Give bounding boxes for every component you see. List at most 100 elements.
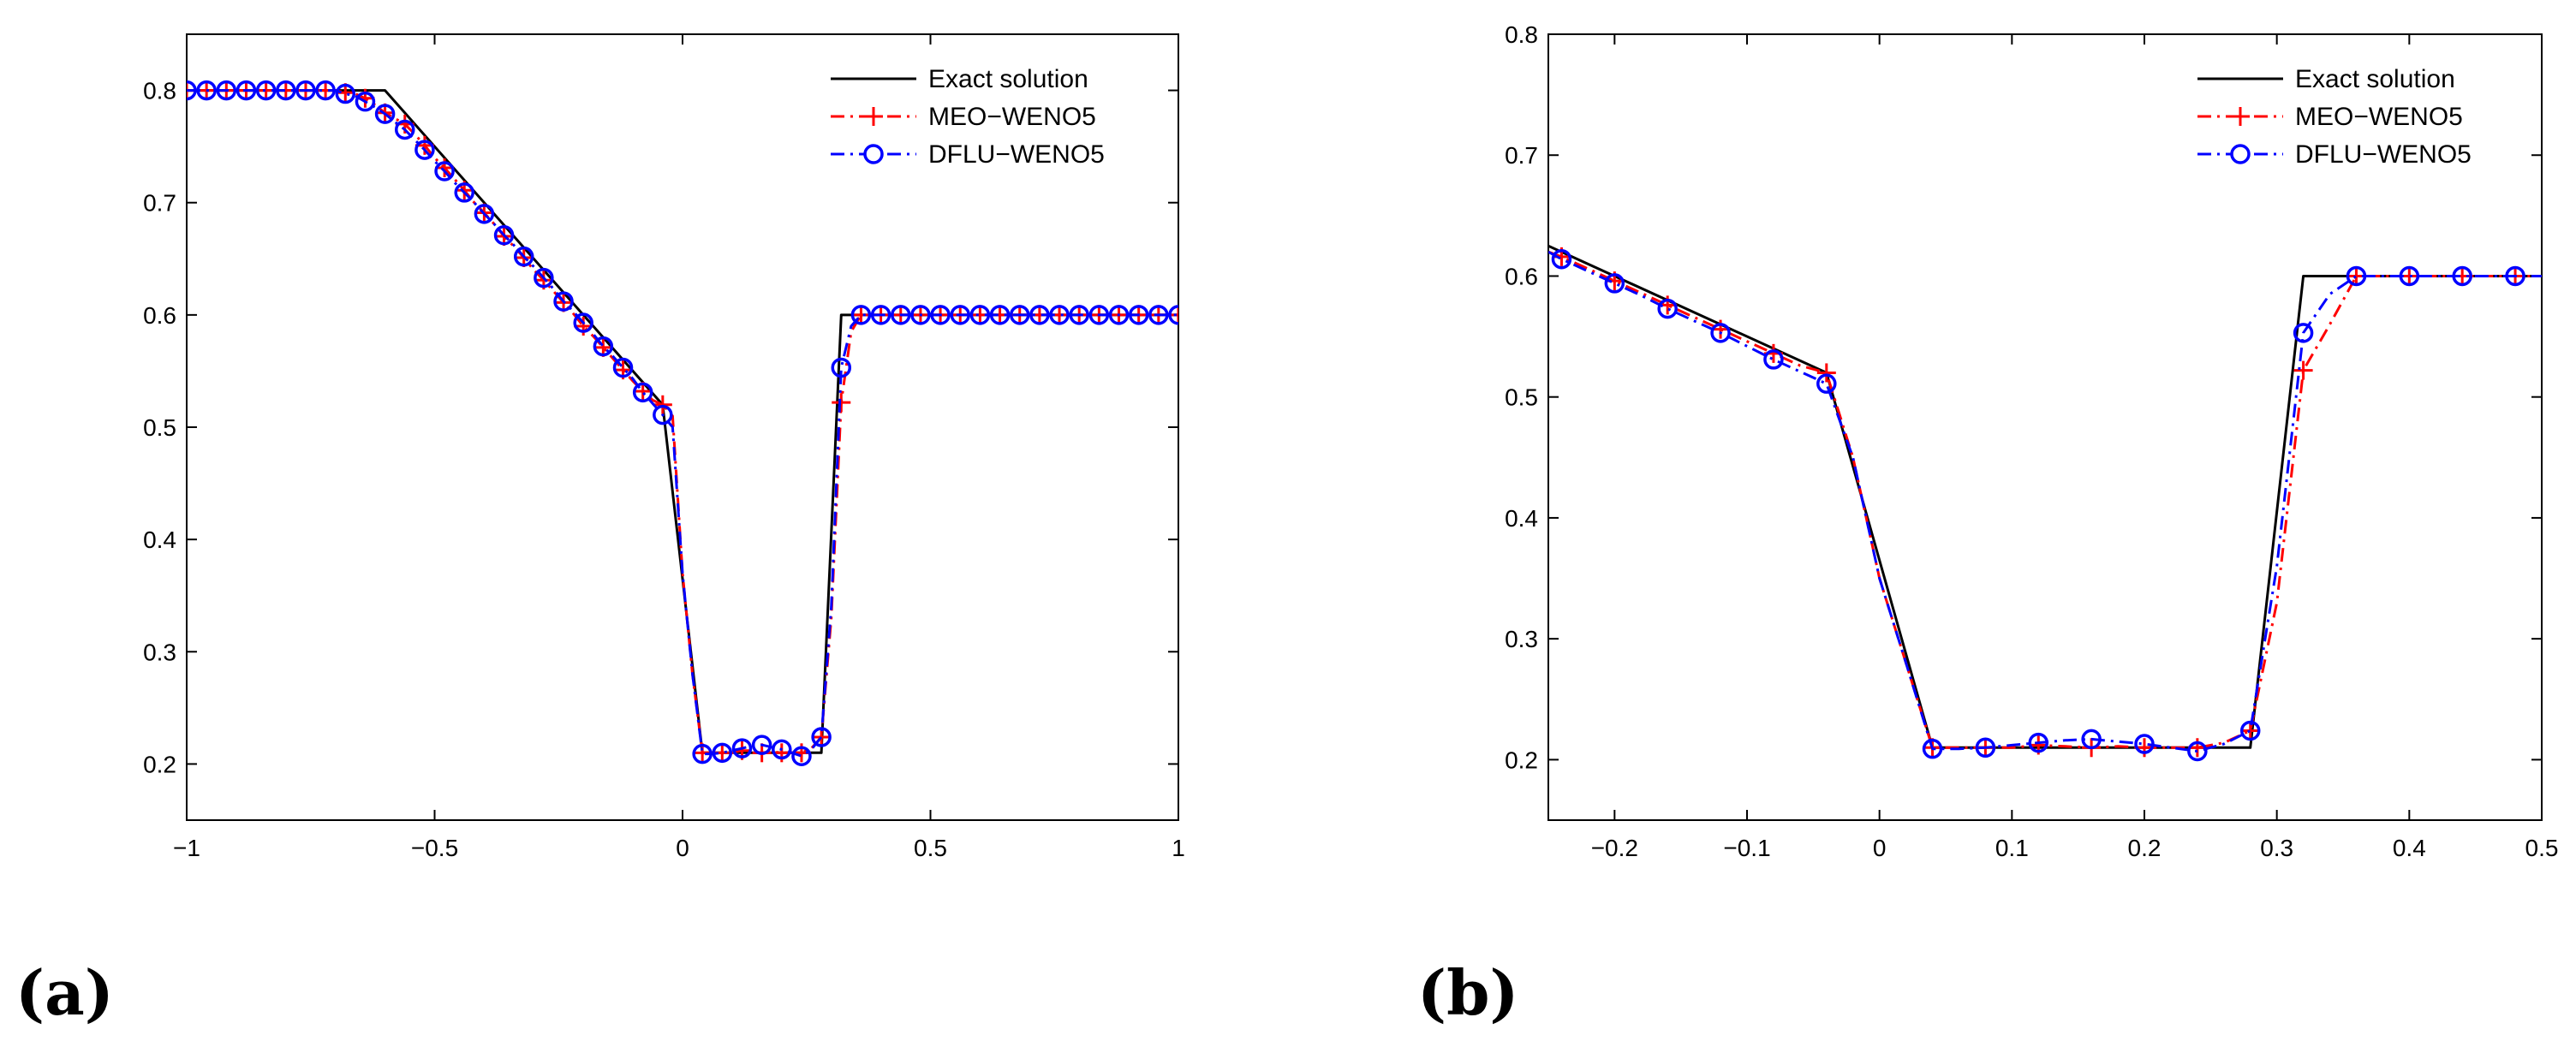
data-point-meo-weno5: [653, 395, 672, 414]
series-line-meo-weno5: [187, 89, 1178, 754]
data-point-meo-weno5: [832, 393, 851, 413]
x-tick-label: −0.5: [411, 835, 458, 861]
x-tick-label: 0: [676, 835, 689, 861]
data-point-dflu-weno5: [2187, 741, 2208, 762]
data-point-dflu-weno5: [276, 80, 296, 101]
data-point-dflu-weno5: [474, 204, 495, 224]
data-point-dflu-weno5: [2399, 265, 2420, 287]
data-point-dflu-weno5: [1168, 305, 1178, 325]
x-tick-label: −1: [173, 835, 200, 861]
data-point-dflu-weno5: [315, 80, 336, 101]
data-point-dflu-weno5: [1551, 248, 1572, 270]
data-point-meo-weno5: [2293, 360, 2313, 380]
data-point-dflu-weno5: [187, 80, 197, 101]
x-tick-label: 0.5: [2525, 835, 2559, 861]
data-point-meo-weno5: [1816, 363, 1836, 383]
x-tick-label: 1: [1172, 835, 1185, 861]
data-point-dflu-weno5: [1049, 305, 1070, 325]
data-point-dflu-weno5: [513, 246, 534, 267]
data-point-dflu-weno5: [2346, 265, 2367, 287]
data-point-dflu-weno5: [930, 305, 951, 325]
y-tick-label: 0.8: [143, 78, 176, 104]
data-point-dflu-weno5: [1657, 298, 1678, 319]
data-point-dflu-weno5: [969, 305, 991, 325]
legend-marker-circle: [863, 144, 884, 164]
data-point-dflu-weno5: [2239, 720, 2261, 741]
data-point-dflu-weno5: [2505, 265, 2525, 287]
chart-panel-b: −0.2 −0.1 0 0.1 0.2 0.3 0.4 0.5 0.2 0.3 0.4 0.5 0.6 0…: [1417, 21, 2558, 1029]
x-tick-label: 0.2: [2128, 835, 2162, 861]
data-point-dflu-weno5: [891, 305, 911, 325]
legend-label: Exact solution: [2295, 65, 2455, 93]
data-point-dflu-weno5: [255, 80, 277, 101]
y-tick-label: 0.6: [143, 302, 176, 329]
legend: Exact solution MEO−WENO5 DFLU−WENO5: [2197, 65, 2472, 169]
data-point-dflu-weno5: [434, 161, 455, 181]
y-tick-label: 0.2: [1505, 747, 1538, 773]
y-tick-label: 0.4: [143, 526, 176, 553]
data-point-dflu-weno5: [414, 140, 435, 160]
data-point-dflu-weno5: [454, 182, 474, 203]
data-point-dflu-weno5: [692, 743, 713, 764]
data-point-dflu-weno5: [196, 80, 217, 101]
data-point-dflu-weno5: [831, 357, 852, 378]
legend-label: MEO−WENO5: [928, 103, 1096, 131]
data-point-dflu-weno5: [1009, 305, 1030, 325]
panel-label: (b): [1417, 956, 1518, 1029]
data-point-dflu-weno5: [355, 91, 376, 112]
y-tick-label: 0.6: [1505, 263, 1538, 289]
legend-label: MEO−WENO5: [2295, 103, 2463, 131]
data-point-dflu-weno5: [1088, 305, 1110, 325]
data-point-dflu-weno5: [2081, 729, 2102, 750]
y-tick-label: 0.8: [1505, 21, 1538, 48]
data-point-dflu-weno5: [632, 382, 653, 403]
data-point-dflu-weno5: [751, 735, 772, 755]
x-tick-label: 0.1: [1995, 835, 2029, 861]
series-line-exact: [1548, 244, 2542, 749]
data-point-dflu-weno5: [653, 404, 673, 425]
series-line-dflu-weno5: [1548, 250, 2542, 753]
data-point-dflu-weno5: [395, 119, 415, 140]
data-point-dflu-weno5: [1710, 323, 1731, 343]
data-point-dflu-weno5: [216, 80, 237, 101]
y-tick-label: 0.3: [143, 639, 176, 665]
data-point-dflu-weno5: [493, 224, 515, 246]
data-point-dflu-weno5: [712, 742, 733, 764]
data-point-dflu-weno5: [335, 83, 356, 104]
data-point-dflu-weno5: [593, 336, 614, 357]
data-point-dflu-weno5: [910, 305, 931, 325]
data-point-dflu-weno5: [731, 738, 753, 759]
data-point-dflu-weno5: [950, 305, 970, 325]
data-point-dflu-weno5: [1148, 305, 1169, 325]
x-tick-label: −0.2: [1591, 835, 1638, 861]
x-tick-label: 0.4: [2393, 835, 2426, 861]
legend: Exact solution MEO−WENO5 DFLU−WENO5: [831, 65, 1105, 169]
data-point-dflu-weno5: [811, 727, 832, 747]
y-tick-label: 0.3: [1505, 626, 1538, 652]
legend-label: DFLU−WENO5: [928, 140, 1105, 169]
data-point-dflu-weno5: [534, 267, 554, 289]
data-point-dflu-weno5: [1975, 737, 1996, 759]
x-tick-label: −0.1: [1723, 835, 1770, 861]
data-point-dflu-weno5: [236, 80, 257, 101]
data-point-dflu-weno5: [2134, 734, 2155, 754]
x-tick-label: 0: [1873, 835, 1887, 861]
legend-label: DFLU−WENO5: [2295, 140, 2472, 169]
series-line-exact: [187, 89, 1178, 754]
axes-frame: [1547, 33, 2543, 821]
data-point-dflu-weno5: [772, 739, 792, 760]
data-point-dflu-weno5: [1108, 305, 1130, 325]
series-line-dflu-weno5: [187, 89, 1178, 758]
data-point-dflu-weno5: [2028, 732, 2049, 753]
y-tick-label: 0.5: [1505, 384, 1538, 411]
data-point-dflu-weno5: [1604, 273, 1625, 294]
data-point-dflu-weno5: [1128, 305, 1149, 325]
data-point-dflu-weno5: [612, 357, 634, 378]
data-point-meo-weno5: [1169, 305, 1178, 324]
data-point-dflu-weno5: [1763, 349, 1784, 370]
data-point-dflu-weno5: [374, 104, 396, 124]
data-point-meo-weno5: [851, 305, 871, 324]
legend-label: Exact solution: [928, 65, 1088, 93]
legend-marker-circle: [2230, 144, 2251, 164]
